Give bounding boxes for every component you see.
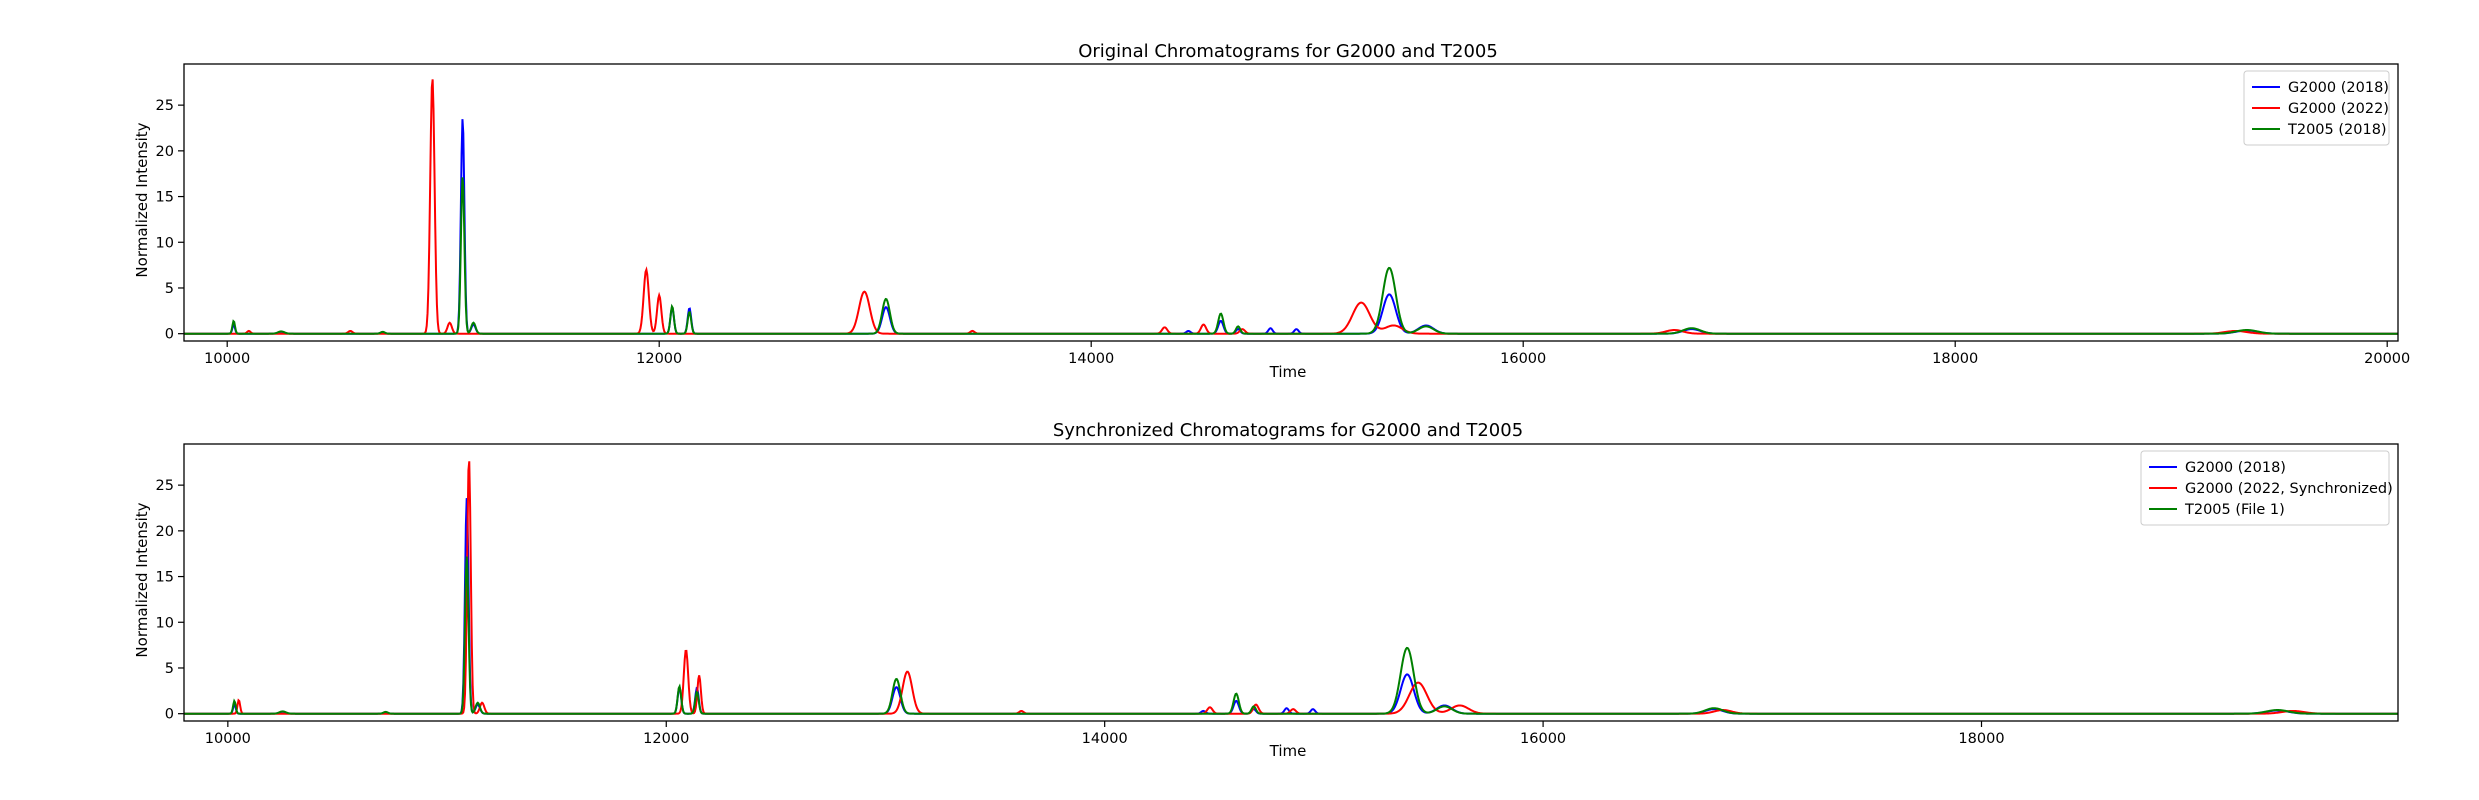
chart-title: Original Chromatograms for G2000 and T20… [1078, 41, 1498, 62]
chart-top: Original Chromatograms for G2000 and T20… [133, 41, 2410, 381]
series-line-1 [184, 79, 2398, 335]
x-tick-label: 12000 [636, 351, 682, 367]
x-tick-label: 16000 [1520, 731, 1566, 747]
legend: G2000 (2018) G2000 (2022, Synchronized) T2… [2140, 450, 2393, 526]
legend-entry: T2005 (File 1) [2184, 502, 2285, 518]
x-tick-label: 12000 [643, 731, 689, 747]
legend-entry: G2000 (2018) [2185, 460, 2286, 476]
legend-box [2140, 450, 2390, 526]
x-axis-label: Time [1269, 742, 1307, 760]
chart-title: Synchronized Chromatograms for G2000 and… [1053, 420, 1523, 441]
legend-box [2243, 70, 2390, 146]
y-tick-label: 0 [165, 707, 174, 723]
x-tick-label: 10000 [204, 351, 250, 367]
axes-frame [183, 443, 2399, 722]
y-tick-label: 20 [156, 524, 174, 540]
legend-entry: T2005 (2018) [2287, 122, 2387, 138]
y-tick-label: 0 [165, 327, 174, 343]
y-tick-label: 25 [156, 98, 174, 114]
series-line-2 [184, 177, 2398, 335]
x-tick-label: 20000 [2364, 351, 2410, 367]
legend: G2000 (2018) G2000 (2022) T2005 (2018) [2243, 70, 2390, 146]
y-axis-label: Normalized Intensity [133, 122, 151, 277]
y-tick-label: 10 [156, 615, 174, 631]
x-tick-label: 14000 [1068, 351, 1114, 367]
series-line-0 [184, 119, 2398, 335]
x-tick-label: 18000 [1932, 351, 1978, 367]
chart-bottom: Synchronized Chromatograms for G2000 and… [133, 420, 2399, 760]
x-axis-label: Time [1269, 363, 1307, 381]
legend-entry: G2000 (2022) [2288, 101, 2389, 117]
series-line-1 [184, 461, 2398, 715]
y-tick-label: 15 [156, 570, 174, 586]
y-tick-label: 20 [156, 144, 174, 160]
y-tick-label: 10 [156, 235, 174, 251]
legend-entry: G2000 (2018) [2288, 80, 2389, 96]
x-tick-label: 10000 [205, 731, 251, 747]
legend-entry: G2000 (2022, Synchronized) [2185, 481, 2393, 497]
series-line-2 [184, 556, 2398, 715]
axes-frame [183, 63, 2399, 342]
x-tick-label: 16000 [1500, 351, 1546, 367]
x-tick-label: 18000 [1958, 731, 2004, 747]
y-tick-label: 5 [165, 661, 174, 677]
y-tick-label: 5 [165, 281, 174, 297]
y-axis-label: Normalized Intensity [133, 502, 151, 657]
y-tick-label: 15 [156, 190, 174, 206]
x-tick-label: 14000 [1082, 731, 1128, 747]
series-line-0 [184, 498, 2398, 715]
y-tick-label: 25 [156, 478, 174, 494]
